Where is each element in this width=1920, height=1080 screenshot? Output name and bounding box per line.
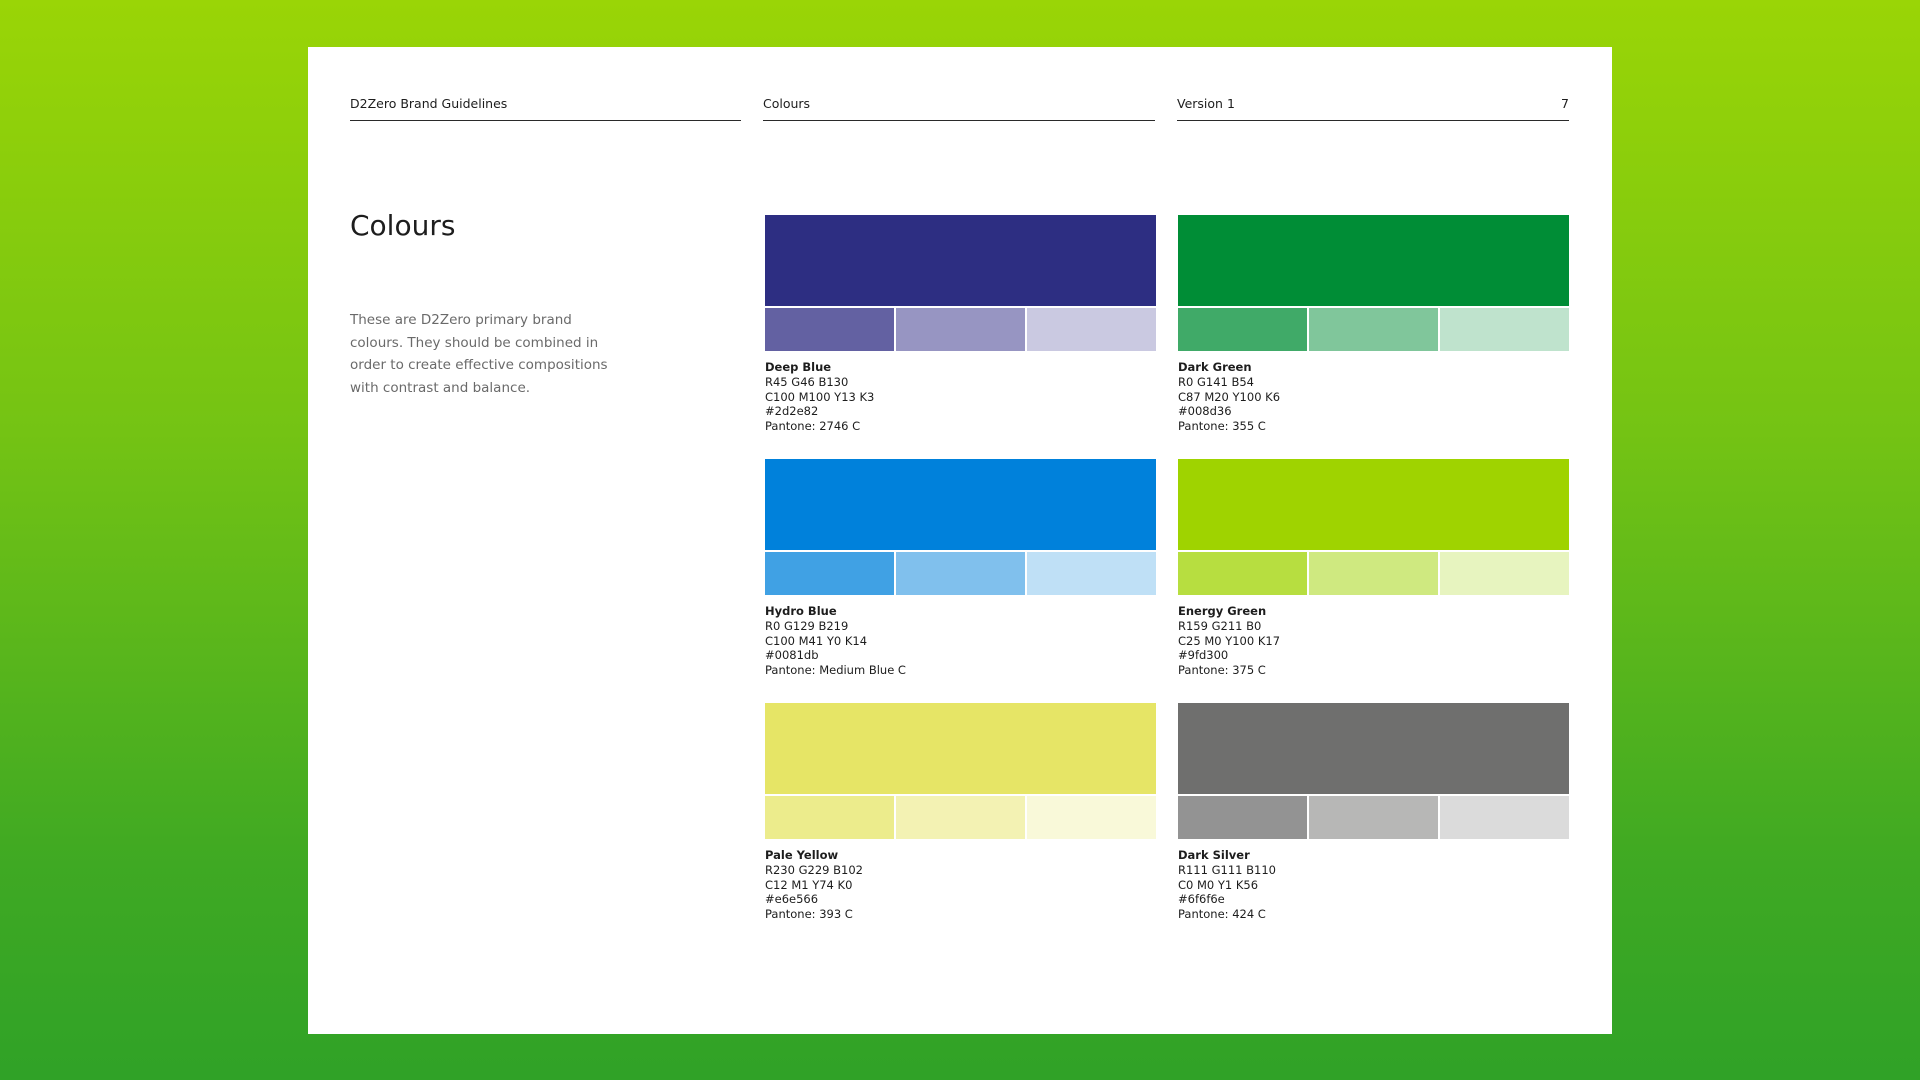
guideline-page: D2Zero Brand Guidelines Colours Version … xyxy=(308,47,1612,1034)
colour-cmyk: C25 M0 Y100 K17 xyxy=(1178,633,1281,648)
tint-50 xyxy=(1309,552,1438,595)
tint-25 xyxy=(1440,308,1569,351)
colour-rgb: R230 G229 B102 xyxy=(765,862,863,877)
tint-50 xyxy=(1309,308,1438,351)
tint-row xyxy=(1178,796,1569,839)
colour-rgb: R159 G211 B0 xyxy=(1178,618,1262,633)
tint-25 xyxy=(1440,796,1569,839)
primary-colour-block xyxy=(765,703,1156,794)
colour-hex: #6f6f6e xyxy=(1178,892,1225,907)
colour-name: Deep Blue xyxy=(765,360,832,374)
tint-row xyxy=(765,552,1156,595)
page-number: 7 xyxy=(1561,96,1569,111)
tint-row xyxy=(765,308,1156,351)
header-doc-title: D2Zero Brand Guidelines xyxy=(350,96,741,121)
tint-75 xyxy=(1178,796,1307,839)
primary-colour-block xyxy=(1178,459,1569,550)
tint-50 xyxy=(1309,796,1438,839)
colour-name: Dark Green xyxy=(1178,360,1252,374)
colour-specs: Energy Green R159 G211 B0 C25 M0 Y100 K1… xyxy=(1178,604,1569,678)
colour-name: Pale Yellow xyxy=(765,848,839,862)
tint-25 xyxy=(1440,552,1569,595)
colour-pantone: Pantone: 2746 C xyxy=(765,419,861,434)
swatch-hydro-blue: Hydro Blue R0 G129 B219 C100 M41 Y0 K14 … xyxy=(765,459,1156,678)
page-title: Colours xyxy=(350,209,456,242)
colour-rgb: R111 G111 B110 xyxy=(1178,862,1276,877)
primary-colour-block xyxy=(765,215,1156,306)
header-section: Colours xyxy=(763,96,1155,121)
tint-75 xyxy=(765,308,894,351)
tint-50 xyxy=(896,552,1025,595)
colour-cmyk: C0 M0 Y1 K56 xyxy=(1178,877,1259,892)
colour-name: Hydro Blue xyxy=(765,604,837,618)
colour-cmyk: C100 M41 Y0 K14 xyxy=(765,633,868,648)
section-text: Colours xyxy=(763,96,811,111)
colour-hex: #e6e566 xyxy=(765,892,819,907)
tint-50 xyxy=(896,796,1025,839)
swatch-energy-green: Energy Green R159 G211 B0 C25 M0 Y100 K1… xyxy=(1178,459,1569,678)
colour-rgb: R0 G141 B54 xyxy=(1178,374,1255,389)
colour-name: Energy Green xyxy=(1178,604,1267,618)
primary-colour-block xyxy=(1178,215,1569,306)
page-header: D2Zero Brand Guidelines Colours Version … xyxy=(350,96,1569,121)
page-description: These are D2Zero primary brand colours. … xyxy=(350,312,608,396)
colour-rgb: R45 G46 B130 xyxy=(765,374,849,389)
doc-title-text: D2Zero Brand Guidelines xyxy=(350,96,508,111)
colour-specs: Hydro Blue R0 G129 B219 C100 M41 Y0 K14 … xyxy=(765,604,1156,678)
colour-specs: Pale Yellow R230 G229 B102 C12 M1 Y74 K0… xyxy=(765,848,1156,922)
colour-pantone: Pantone: 355 C xyxy=(1178,419,1266,434)
colour-pantone: Pantone: Medium Blue C xyxy=(765,663,906,678)
tint-25 xyxy=(1027,796,1156,839)
primary-colour-block xyxy=(1178,703,1569,794)
tint-50 xyxy=(896,308,1025,351)
tint-75 xyxy=(765,552,894,595)
tint-75 xyxy=(1178,308,1307,351)
colour-hex: #9fd300 xyxy=(1178,648,1229,663)
tint-row xyxy=(765,796,1156,839)
tint-25 xyxy=(1027,308,1156,351)
colour-rgb: R0 G129 B219 xyxy=(765,618,849,633)
colour-cmyk: C12 M1 Y74 K0 xyxy=(765,877,853,892)
version-text: Version 1 xyxy=(1177,96,1235,111)
tint-row xyxy=(1178,552,1569,595)
tint-row xyxy=(1178,308,1569,351)
swatch-dark-green: Dark Green R0 G141 B54 C87 M20 Y100 K6 #… xyxy=(1178,215,1569,434)
colour-name: Dark Silver xyxy=(1178,848,1250,862)
colour-cmyk: C100 M100 Y13 K3 xyxy=(765,389,875,404)
colour-hex: #2d2e82 xyxy=(765,404,819,419)
colour-cmyk: C87 M20 Y100 K6 xyxy=(1178,389,1281,404)
colour-hex: #0081db xyxy=(765,648,819,663)
tint-75 xyxy=(1178,552,1307,595)
colour-pantone: Pantone: 375 C xyxy=(1178,663,1266,678)
tint-25 xyxy=(1027,552,1156,595)
colour-specs: Deep Blue R45 G46 B130 C100 M100 Y13 K3 … xyxy=(765,360,1156,434)
tint-75 xyxy=(765,796,894,839)
swatch-pale-yellow: Pale Yellow R230 G229 B102 C12 M1 Y74 K0… xyxy=(765,703,1156,922)
colour-hex: #008d36 xyxy=(1178,404,1232,419)
primary-colour-block xyxy=(765,459,1156,550)
header-version: Version 1 7 xyxy=(1177,96,1569,121)
colour-pantone: Pantone: 393 C xyxy=(765,907,853,922)
colour-pantone: Pantone: 424 C xyxy=(1178,907,1266,922)
swatch-dark-silver: Dark Silver R111 G111 B110 C0 M0 Y1 K56 … xyxy=(1178,703,1569,922)
colour-specs: Dark Silver R111 G111 B110 C0 M0 Y1 K56 … xyxy=(1178,848,1569,922)
colour-specs: Dark Green R0 G141 B54 C87 M20 Y100 K6 #… xyxy=(1178,360,1569,434)
swatch-deep-blue: Deep Blue R45 G46 B130 C100 M100 Y13 K3 … xyxy=(765,215,1156,434)
